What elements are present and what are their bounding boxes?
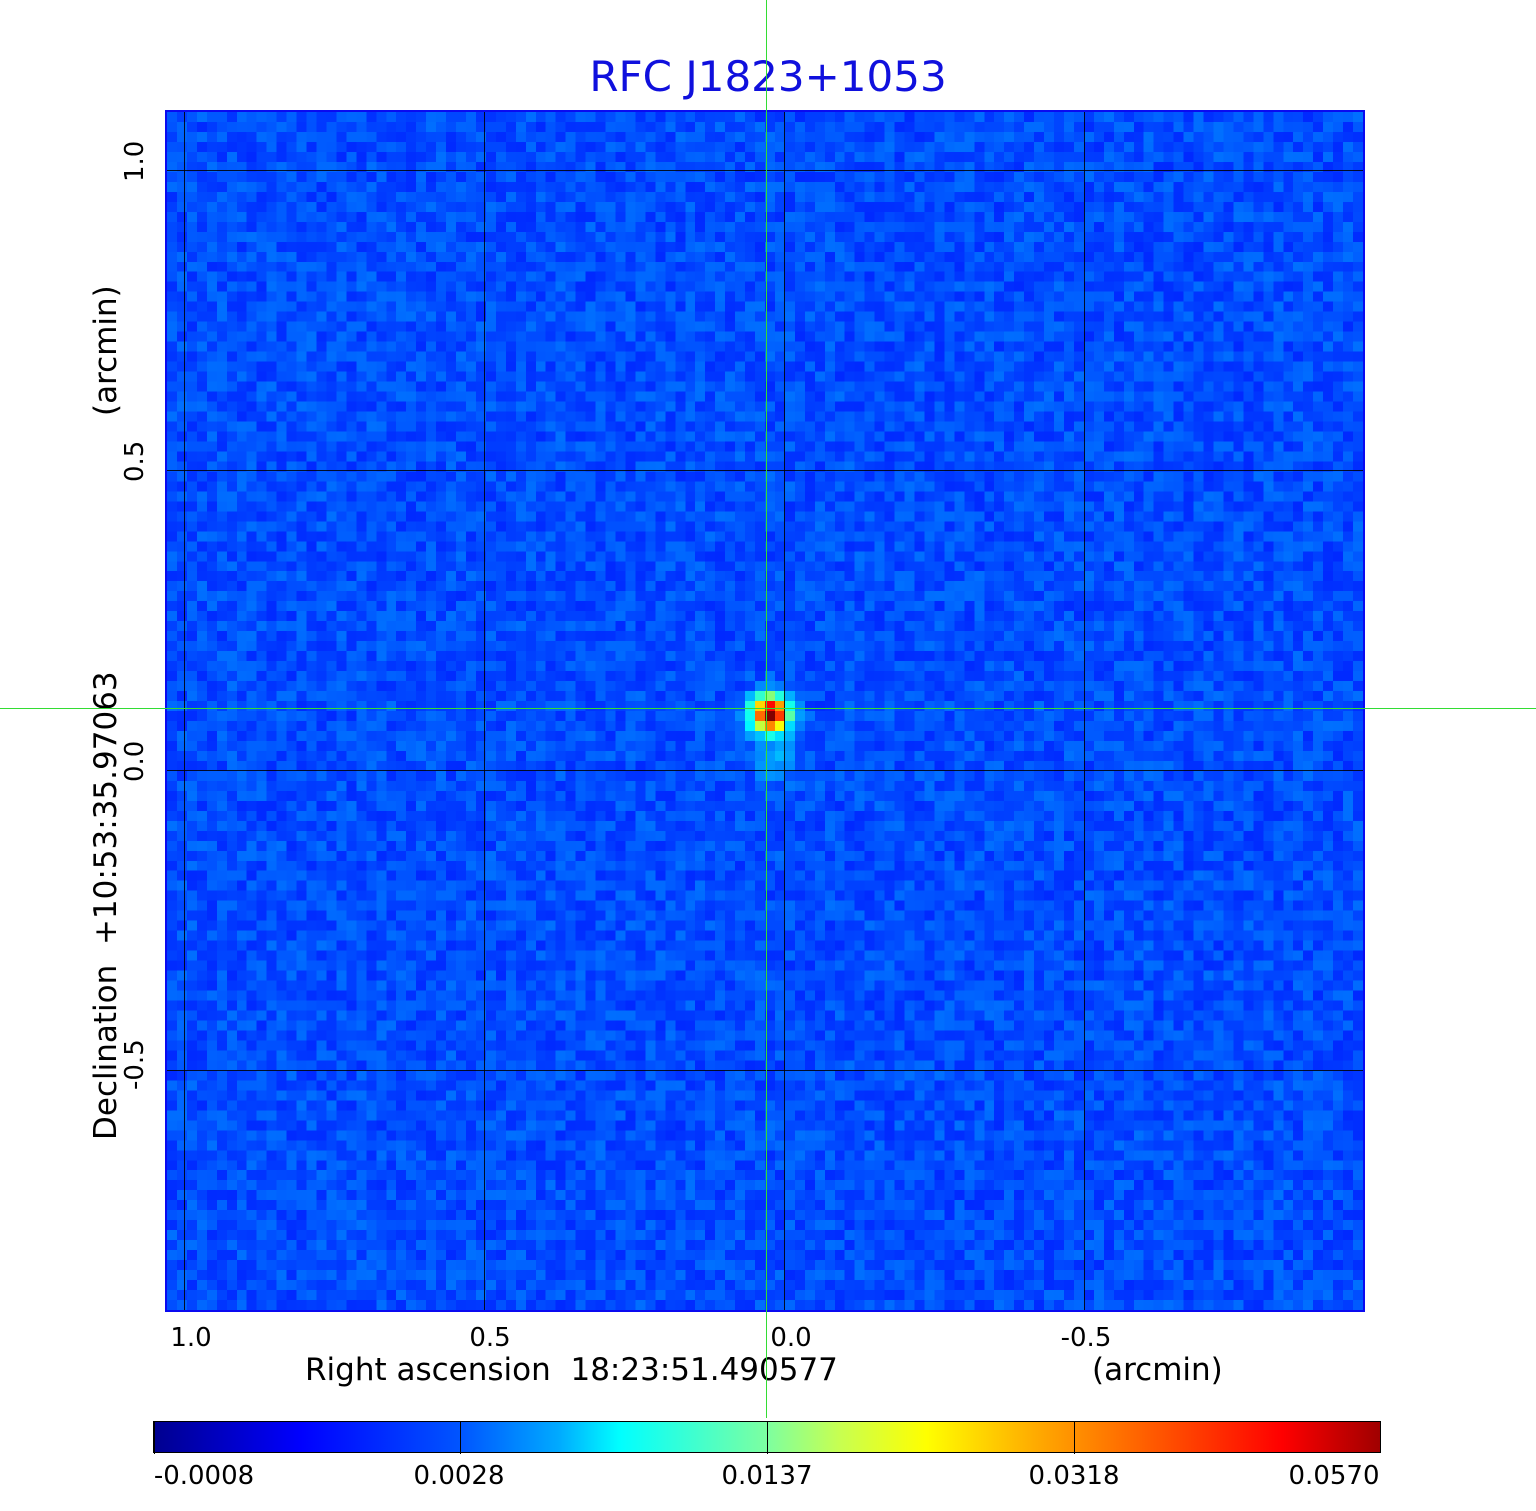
x-axis-unit: (arcmin) <box>1092 1352 1223 1388</box>
colorbar-label: 0.0570 <box>1288 1461 1380 1491</box>
colorbar-tick <box>460 1422 461 1454</box>
colorbar-label: 0.0028 <box>413 1461 505 1491</box>
grid-line-y <box>167 470 1363 471</box>
y-axis-unit: (arcmin) <box>88 285 124 416</box>
plot-title: RFC J1823+1053 <box>589 52 947 101</box>
image-panel <box>165 110 1365 1312</box>
colorbar-tick <box>154 1422 155 1454</box>
y-tick-label: 1.0 <box>120 140 150 182</box>
grid-line-x <box>1084 112 1085 1310</box>
grid-line-x <box>784 112 785 1310</box>
grid-line-y <box>167 770 1363 771</box>
grid-line-y <box>167 1070 1363 1071</box>
y-tick-label: -0.5 <box>120 1039 150 1090</box>
colorbar-label: 0.0318 <box>1028 1461 1120 1491</box>
x-axis-label: Right ascension 18:23:51.490577 <box>305 1352 838 1388</box>
x-tick-label: 1.0 <box>170 1323 212 1353</box>
crosshair-vertical <box>766 0 767 1418</box>
x-tick-label: -0.5 <box>1060 1323 1112 1353</box>
colorbar-label: 0.0137 <box>721 1461 813 1491</box>
grid-line-x <box>184 112 185 1310</box>
y-tick-label: 0.5 <box>120 440 150 482</box>
colorbar-tick <box>767 1422 768 1454</box>
grid-line-y <box>167 170 1363 171</box>
colorbar <box>153 1421 1381 1454</box>
grid-line-x <box>484 112 485 1310</box>
crosshair-horizontal <box>0 708 1536 709</box>
x-tick-label: 0.0 <box>770 1323 812 1353</box>
intensity-map <box>167 112 1363 1310</box>
x-tick-label: 0.5 <box>469 1323 511 1353</box>
y-tick-label: 0.0 <box>120 740 150 782</box>
colorbar-label: -0.0008 <box>153 1461 255 1491</box>
colorbar-tick <box>1074 1422 1075 1454</box>
y-axis-label: Declination +10:53:35.97063 <box>88 671 124 1140</box>
